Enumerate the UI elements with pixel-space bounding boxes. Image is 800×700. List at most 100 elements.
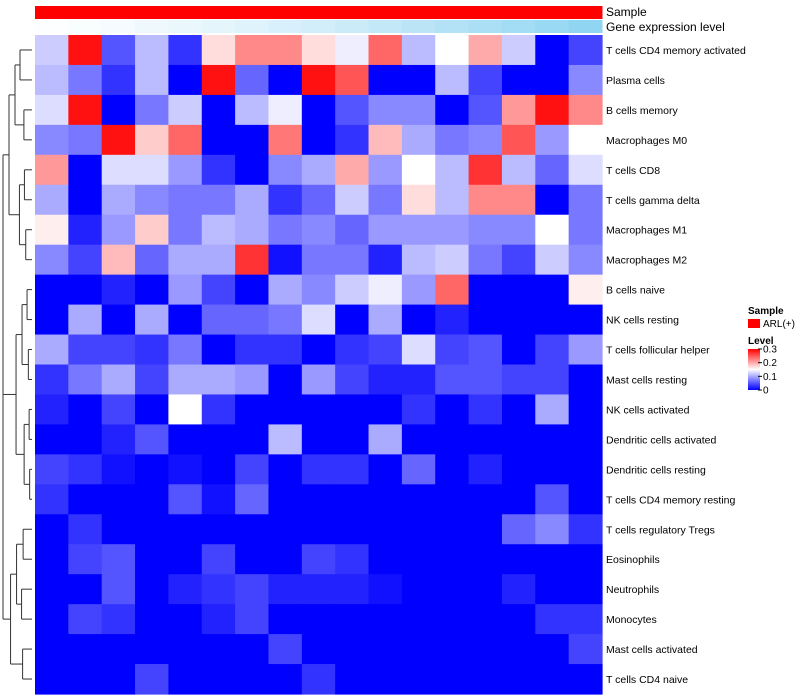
expression-annotation-cell: [368, 20, 403, 33]
sample-annotation-cell: [501, 6, 536, 19]
heatmap-cell: [135, 274, 170, 306]
row-label: T cells CD4 memory resting: [606, 494, 735, 506]
heatmap-cell: [401, 544, 436, 575]
heatmap-cell: [568, 634, 603, 665]
heatmap-cell: [268, 664, 303, 695]
heatmap-cell: [268, 634, 303, 665]
heatmap-cell: [168, 664, 203, 695]
heatmap-cell: [368, 304, 403, 336]
expression-annotation-cell: [135, 20, 169, 33]
heatmap-cell: [501, 424, 536, 455]
heatmap-cell: [535, 514, 570, 545]
heatmap-cell: [201, 544, 236, 575]
heatmap-cell: [201, 154, 236, 186]
heatmap-cell: [501, 664, 536, 695]
heatmap-cell: [501, 454, 536, 485]
heatmap-cell: [268, 424, 303, 455]
heatmap-cell: [135, 394, 170, 426]
heatmap-cell: [468, 514, 503, 545]
heatmap-cell: [435, 274, 470, 306]
heatmap-cell: [568, 664, 603, 695]
heatmap-cell: [335, 304, 370, 336]
heatmap-cell: [35, 244, 69, 276]
heatmap-cell: [35, 124, 69, 156]
heatmap-cell: [268, 214, 303, 246]
legend-color-bar: [748, 349, 760, 390]
sample-annotation-cell: [401, 6, 436, 19]
legend-tick-label: 0.1: [763, 372, 777, 383]
heatmap-cell: [335, 424, 370, 455]
heatmap-cell: [268, 364, 303, 396]
heatmap-cell: [68, 154, 103, 186]
heatmap-cell: [468, 604, 503, 635]
heatmap-cell: [168, 484, 203, 515]
heatmap-cell: [435, 35, 470, 66]
heatmap-cell: [35, 574, 69, 605]
heatmap-cell: [68, 124, 103, 156]
heatmap-cell: [235, 574, 270, 605]
heatmap-cell: [468, 214, 503, 246]
heatmap-cell: [535, 664, 570, 695]
heatmap-cell: [368, 244, 403, 276]
row-label: Mast cells activated: [606, 644, 698, 656]
heatmap-cell: [501, 514, 536, 545]
sample-annotation-cell: [368, 6, 403, 19]
heatmap-cell: [68, 274, 103, 306]
heatmap-cell: [68, 35, 103, 66]
row-label: T cells regulatory Tregs: [606, 524, 715, 536]
sample-annotation-cell: [135, 6, 169, 19]
heatmap-cell: [335, 244, 370, 276]
sample-annotation-cell: [268, 6, 303, 19]
heatmap-cell: [268, 35, 303, 66]
heatmap-cell: [568, 184, 603, 216]
heatmap-cell: [101, 454, 136, 485]
heatmap-cell: [168, 184, 203, 216]
heatmap-cell: [101, 514, 136, 545]
heatmap-cell: [235, 214, 270, 246]
row-label: Macrophages M1: [606, 225, 687, 237]
heatmap-cell: [335, 514, 370, 545]
heatmap-cell: [201, 574, 236, 605]
heatmap-cell: [68, 394, 103, 426]
heatmap-cell: [335, 544, 370, 575]
heatmap-cell: [135, 244, 170, 276]
heatmap-cell: [68, 184, 103, 216]
heatmap-cell: [168, 544, 203, 575]
heatmap-cell: [268, 274, 303, 306]
heatmap-cell: [535, 274, 570, 306]
heatmap-cell: [135, 514, 170, 545]
heatmap-cell: [35, 334, 69, 366]
expression-annotation-cell: [101, 20, 136, 33]
heatmap-cell: [235, 394, 270, 426]
heatmap-cell: [368, 424, 403, 455]
heatmap-cell: [301, 334, 336, 366]
expression-annotation-cell: [35, 20, 69, 33]
heatmap-cell: [301, 544, 336, 575]
heatmap-cell: [235, 514, 270, 545]
heatmap-cell: [101, 64, 136, 96]
heatmap-cell: [368, 35, 403, 66]
heatmap-cell: [568, 604, 603, 635]
heatmap-cell: [568, 424, 603, 455]
heatmap-cell: [535, 184, 570, 216]
heatmap-cell: [535, 214, 570, 246]
heatmap-cell: [201, 634, 236, 665]
heatmap-cell: [235, 94, 270, 126]
heatmap-cell: [401, 424, 436, 455]
heatmap-cell: [168, 214, 203, 246]
heatmap-cell: [201, 35, 236, 66]
heatmap-cell: [235, 634, 270, 665]
row-label: T cells CD4 naive: [606, 674, 688, 686]
heatmap-cell: [368, 124, 403, 156]
heatmap-cell: [68, 514, 103, 545]
heatmap-cell: [401, 124, 436, 156]
heatmap-cell: [135, 454, 170, 485]
legend-sample-entry: ARL(+): [763, 319, 795, 330]
heatmap-cell: [101, 364, 136, 396]
heatmap-cell: [301, 664, 336, 695]
heatmap-cell: [401, 304, 436, 336]
heatmap-cell: [468, 94, 503, 126]
heatmap-cell: [268, 514, 303, 545]
heatmap-cell: [68, 604, 103, 635]
sample-annotation-cell: [35, 6, 69, 19]
